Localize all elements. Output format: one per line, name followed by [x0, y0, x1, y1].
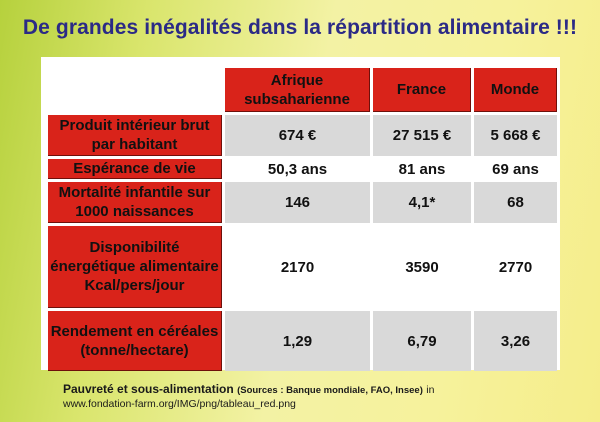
- header-row: Afrique subsaharienne France Monde: [48, 68, 557, 112]
- column-header-afrique: Afrique subsaharienne: [225, 68, 370, 112]
- caption-title: Pauvreté et sous-alimentation: [63, 382, 234, 396]
- row-label-pib: Produit intérieur brut par habitant: [48, 115, 222, 156]
- cell-mortalite-monde: 68: [474, 182, 557, 223]
- cell-pib-monde: 5 668 €: [474, 115, 557, 156]
- data-table: Afrique subsaharienne France Monde Produ…: [45, 65, 560, 374]
- cell-disponibilite-france: 3590: [373, 226, 471, 308]
- table-row-rendement: Rendement en céréales (tonne/hectare) 1,…: [48, 311, 557, 371]
- column-header-monde: Monde: [474, 68, 557, 112]
- cell-rendement-france: 6,79: [373, 311, 471, 371]
- caption-in: in: [426, 384, 435, 396]
- column-header-france: France: [373, 68, 471, 112]
- table-panel: Afrique subsaharienne France Monde Produ…: [41, 57, 560, 371]
- row-label-rendement: Rendement en céréales (tonne/hectare): [48, 311, 222, 371]
- cell-esperance-afrique: 50,3 ans: [225, 159, 370, 179]
- cell-mortalite-france: 4,1*: [373, 182, 471, 223]
- cell-pib-afrique: 674 €: [225, 115, 370, 156]
- page-title: De grandes inégalités dans la répartitio…: [22, 16, 578, 39]
- table-row-esperance: Espérance de vie 50,3 ans 81 ans 69 ans: [48, 159, 557, 179]
- table-row-mortalite: Mortalité infantile sur 1000 naissances …: [48, 182, 557, 223]
- corner-cell: [48, 68, 222, 112]
- cell-rendement-monde: 3,26: [474, 311, 557, 371]
- caption: Pauvreté et sous-alimentation (Sources :…: [63, 382, 434, 396]
- cell-pib-france: 27 515 €: [373, 115, 471, 156]
- source-url: www.fondation-farm.org/IMG/png/tableau_r…: [63, 398, 296, 410]
- cell-disponibilite-monde: 2770: [474, 226, 557, 308]
- cell-esperance-france: 81 ans: [373, 159, 471, 179]
- cell-rendement-afrique: 1,29: [225, 311, 370, 371]
- caption-sources: (Sources : Banque mondiale, FAO, Insee): [237, 385, 423, 396]
- cell-disponibilite-afrique: 2170: [225, 226, 370, 308]
- row-label-esperance: Espérance de vie: [48, 159, 222, 179]
- table-row-disponibilite: Disponibilité énergétique alimentaire Kc…: [48, 226, 557, 308]
- row-label-disponibilite: Disponibilité énergétique alimentaire Kc…: [48, 226, 222, 308]
- cell-esperance-monde: 69 ans: [474, 159, 557, 179]
- row-label-mortalite: Mortalité infantile sur 1000 naissances: [48, 182, 222, 223]
- table-row-pib: Produit intérieur brut par habitant 674 …: [48, 115, 557, 156]
- cell-mortalite-afrique: 146: [225, 182, 370, 223]
